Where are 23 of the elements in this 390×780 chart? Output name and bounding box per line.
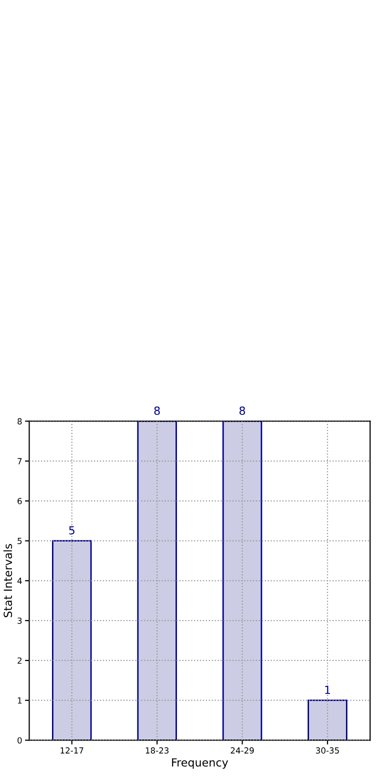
y-axis-title: Stat Intervals: [3, 544, 12, 618]
y-tick-label: 7: [18, 458, 22, 464]
bar: [222, 421, 262, 740]
data-label: 1: [325, 686, 330, 694]
x-tick-label: 24-29: [230, 747, 254, 754]
data-label: 8: [154, 406, 160, 415]
x-tick-label: 30-35: [316, 747, 339, 754]
x-tick-label: 12-17: [60, 747, 84, 754]
bar: [308, 700, 348, 740]
bar: [52, 540, 92, 740]
y-tick-label: 1: [18, 697, 22, 704]
y-tick-label: 2: [18, 657, 22, 664]
y-tick-label: 4: [17, 578, 22, 584]
x-axis-title: Frequency: [172, 758, 228, 769]
y-tick-label: 8: [18, 418, 22, 424]
y-tick-label: 6: [18, 498, 22, 504]
y-tick-label: 5: [18, 538, 22, 544]
x-tick-label: 18-23: [146, 747, 169, 754]
data-label: 8: [240, 406, 246, 415]
y-tick-label: 3: [18, 618, 22, 624]
data-label: 5: [69, 526, 74, 535]
y-tick-label: 0: [18, 737, 22, 744]
bar: [137, 421, 177, 740]
